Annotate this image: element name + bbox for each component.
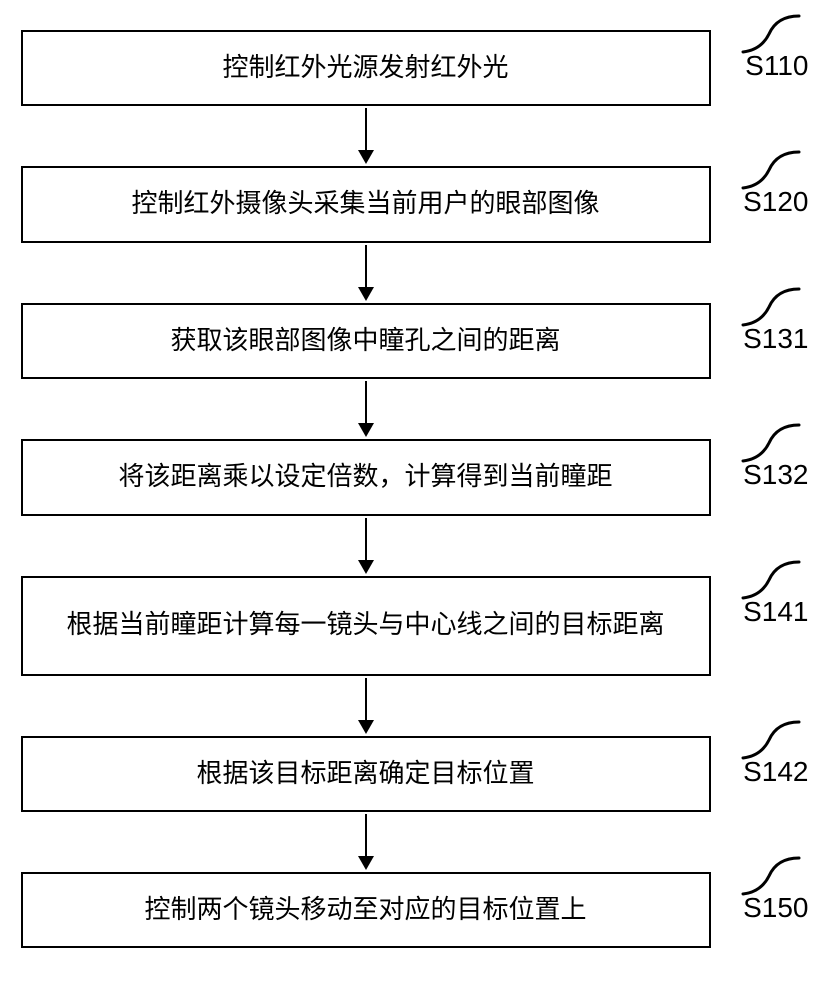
connector-curve-icon <box>741 421 811 463</box>
connector-curve-icon <box>741 12 811 54</box>
step-label: S120 <box>743 186 808 218</box>
step-box: 根据当前瞳距计算每一镜头与中心线之间的目标距离 <box>21 576 711 676</box>
step-label: S131 <box>743 323 808 355</box>
step-label-wrap: S120 <box>741 148 811 218</box>
step-text: 控制红外光源发射红外光 <box>222 50 508 86</box>
step-text: 获取该眼部图像中瞳孔之间的距离 <box>170 323 560 359</box>
connector-curve-icon <box>741 718 811 760</box>
step-box: 控制红外光源发射红外光 <box>21 30 711 106</box>
step-box: 控制两个镜头移动至对应的目标位置上 <box>21 872 711 948</box>
step-row: 根据当前瞳距计算每一镜头与中心线之间的目标距离 S141 <box>21 576 801 676</box>
step-label: S142 <box>743 756 808 788</box>
step-label: S132 <box>743 459 808 491</box>
step-label: S141 <box>743 596 808 628</box>
step-label-wrap: S141 <box>741 558 811 628</box>
step-text: 控制两个镜头移动至对应的目标位置上 <box>144 892 586 928</box>
step-text: 控制红外摄像头采集当前用户的眼部图像 <box>131 186 599 222</box>
step-label-wrap: S142 <box>741 718 811 788</box>
connector-curve-icon <box>741 558 811 600</box>
arrow-down-icon <box>21 108 801 164</box>
connector-curve-icon <box>741 285 811 327</box>
step-text: 将该距离乘以设定倍数，计算得到当前瞳距 <box>118 459 612 495</box>
step-text: 根据该目标距离确定目标位置 <box>196 756 534 792</box>
step-box: 控制红外摄像头采集当前用户的眼部图像 <box>21 166 711 242</box>
arrow-down-icon <box>21 678 801 734</box>
step-row: 获取该眼部图像中瞳孔之间的距离 S131 <box>21 303 801 379</box>
flowchart-container: 控制红外光源发射红外光 S110 控制红外摄像头采集当前用户的眼部图像 S120… <box>21 30 801 948</box>
step-row: 控制红外摄像头采集当前用户的眼部图像 S120 <box>21 166 801 242</box>
step-label-wrap: S150 <box>741 854 811 924</box>
step-label-wrap: S110 <box>741 12 811 82</box>
connector-curve-icon <box>741 148 811 190</box>
step-box: 根据该目标距离确定目标位置 <box>21 736 711 812</box>
step-label: S150 <box>743 892 808 924</box>
step-row: 控制红外光源发射红外光 S110 <box>21 30 801 106</box>
arrow-down-icon <box>21 245 801 301</box>
step-label-wrap: S132 <box>741 421 811 491</box>
arrow-down-icon <box>21 381 801 437</box>
step-row: 将该距离乘以设定倍数，计算得到当前瞳距 S132 <box>21 439 801 515</box>
step-box: 获取该眼部图像中瞳孔之间的距离 <box>21 303 711 379</box>
step-text: 根据当前瞳距计算每一镜头与中心线之间的目标距离 <box>66 607 664 643</box>
step-label: S110 <box>745 50 808 82</box>
step-label-wrap: S131 <box>741 285 811 355</box>
arrow-down-icon <box>21 518 801 574</box>
step-row: 根据该目标距离确定目标位置 S142 <box>21 736 801 812</box>
arrow-down-icon <box>21 814 801 870</box>
connector-curve-icon <box>741 854 811 896</box>
step-row: 控制两个镜头移动至对应的目标位置上 S150 <box>21 872 801 948</box>
step-box: 将该距离乘以设定倍数，计算得到当前瞳距 <box>21 439 711 515</box>
